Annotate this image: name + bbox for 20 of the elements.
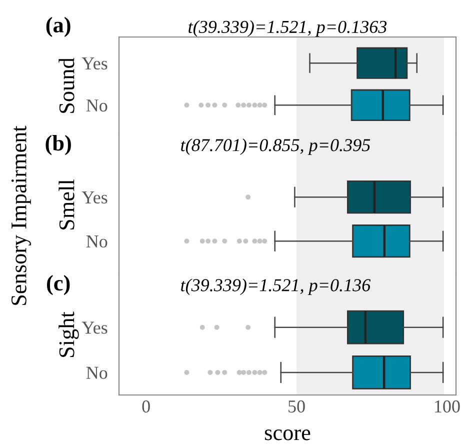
x-tick-label: 0 — [142, 400, 150, 413]
y-axis-title: Sound — [58, 58, 74, 113]
y-tick-label: Yes — [82, 322, 108, 334]
y-tick-label: No — [86, 236, 108, 248]
text: (c) — [46, 275, 70, 296]
y-tick-label: No — [86, 366, 108, 379]
text: Sensory Impairment — [11, 126, 31, 305]
text: (a) — [46, 16, 70, 37]
y-axis-title: Smell — [58, 180, 74, 230]
y-tick-label: No — [86, 100, 108, 112]
text: (b) — [46, 135, 71, 156]
x-axis-title: score — [264, 430, 310, 440]
chart-title: t(39.339)=1.521, p=0.1363 — [188, 20, 387, 37]
y-axis-title: Sight — [58, 312, 79, 357]
x-tick-label: 50 — [288, 400, 305, 413]
chart-title: t(87.701)=0.855, p=0.395 — [181, 138, 370, 155]
y-tick-label: Yes — [82, 58, 108, 70]
x-tick-label: 100 — [435, 400, 460, 413]
y-tick-label: Yes — [82, 192, 108, 204]
chart-title: t(39.339)=1.521, p=0.136 — [181, 278, 371, 295]
